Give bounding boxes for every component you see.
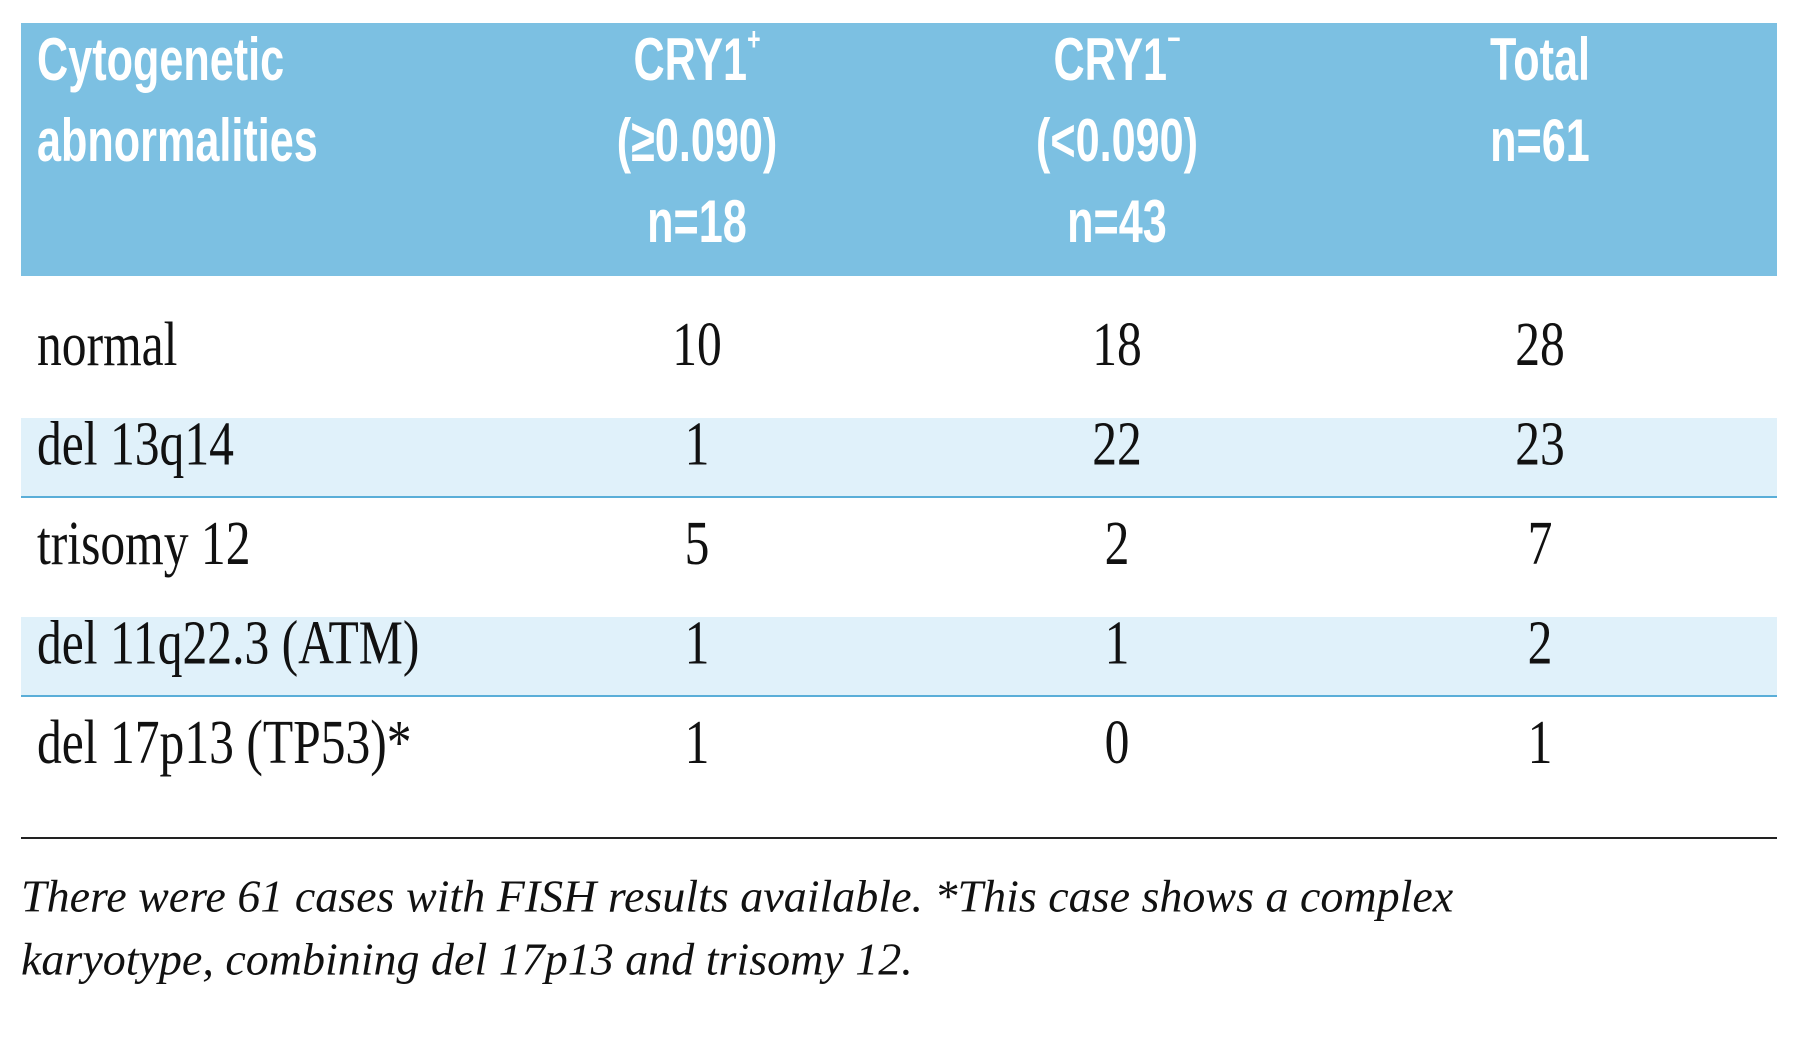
header-cell: CRY1− — [1053, 22, 1180, 94]
cell-value: 2 — [1105, 510, 1130, 578]
row-label: del 11q22.3 (ATM) — [37, 610, 419, 678]
row-label: trisomy 12 — [37, 510, 250, 578]
cell-value: 0 — [1105, 709, 1130, 777]
header-cell: (≥0.090) — [617, 108, 778, 175]
row-shade — [21, 617, 1777, 696]
cell-value: 10 — [672, 311, 722, 379]
cell-value: 22 — [1092, 411, 1142, 479]
header-cell: Cytogenetic — [37, 27, 284, 94]
cell-value: 1 — [685, 709, 710, 777]
row-label: normal — [37, 311, 177, 379]
cell-value: 1 — [685, 610, 710, 678]
header-cell: n=43 — [1067, 189, 1167, 256]
header-cell: abnormalities — [37, 108, 318, 175]
footnote: karyotype, combining del 17p13 and triso… — [21, 934, 913, 985]
cell-value: 5 — [685, 510, 710, 578]
row-label: del 17p13 (TP53)* — [37, 709, 412, 777]
header-superscript: − — [1167, 22, 1180, 58]
cell-value: 1 — [1528, 709, 1553, 777]
cell-value: 23 — [1515, 411, 1565, 479]
footnote: There were 61 cases with FISH results av… — [21, 871, 1454, 922]
cell-value: 1 — [685, 411, 710, 479]
header-cell: (<0.090) — [1036, 108, 1198, 175]
header-name: CRY1 — [633, 27, 747, 94]
header-cell: CRY1+ — [633, 22, 760, 94]
cell-value: 1 — [1105, 610, 1130, 678]
header-cell: Total — [1490, 27, 1590, 94]
header-background — [21, 23, 1777, 276]
cell-value: 18 — [1092, 311, 1142, 379]
cell-value: 28 — [1515, 311, 1565, 379]
header-superscript: + — [747, 22, 760, 58]
header-cell: n=18 — [647, 189, 747, 256]
cell-value: 2 — [1528, 610, 1553, 678]
row-shade — [21, 418, 1777, 497]
header-cell: n=61 — [1490, 108, 1590, 175]
header-name: CRY1 — [1053, 27, 1167, 94]
cell-value: 7 — [1528, 510, 1553, 578]
row-label: del 13q14 — [37, 411, 234, 479]
